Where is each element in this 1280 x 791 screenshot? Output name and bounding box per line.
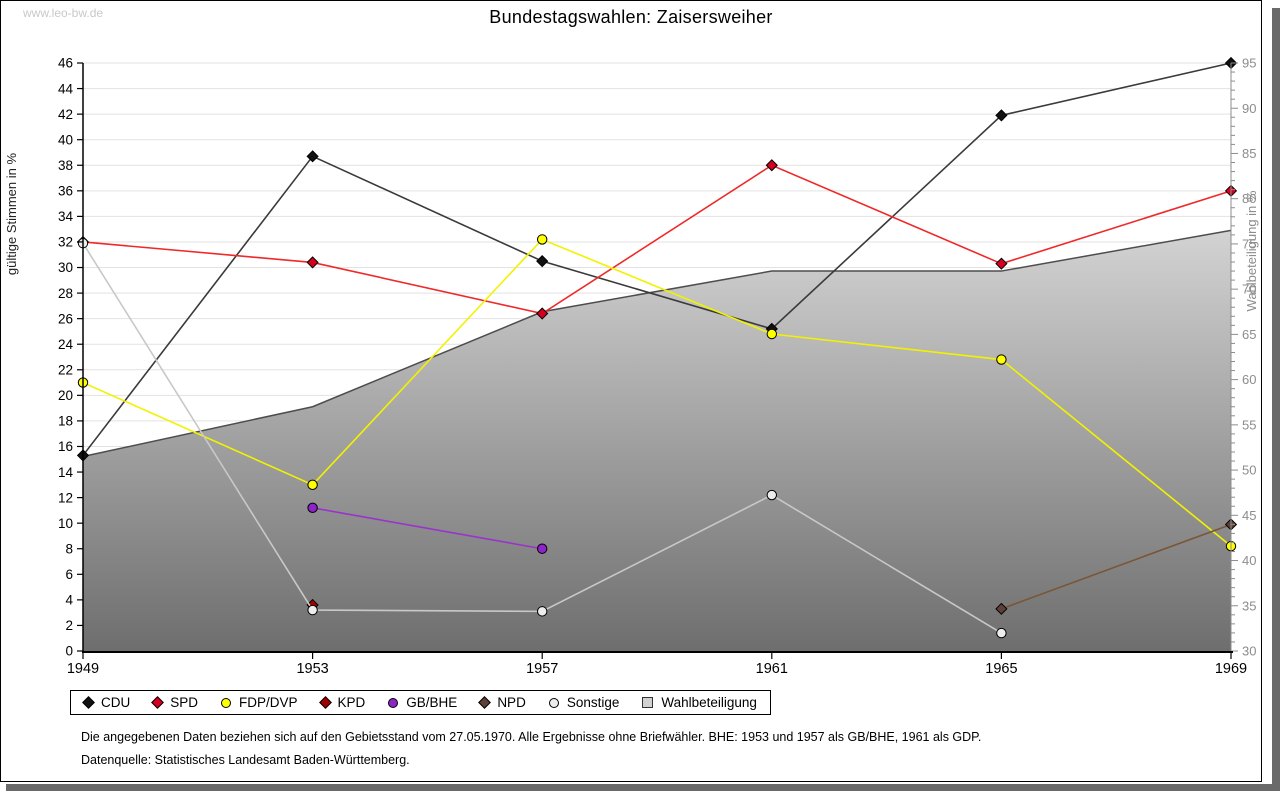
watermark: www.leo-bw.de [23,6,104,20]
legend-item-cdu: CDU [82,695,131,710]
svg-text:55: 55 [1242,417,1256,432]
circle-marker-icon [548,697,559,708]
svg-text:6: 6 [65,567,73,582]
chart-plot: 0246810121416182022242628303234363840424… [4,56,1259,677]
svg-text:85: 85 [1242,146,1256,161]
svg-text:1969: 1969 [1215,661,1247,677]
legend-item-kpd: KPD [318,695,366,710]
legend-label: CDU [101,695,131,710]
diamond-marker-icon [82,696,95,709]
circle-marker-icon [221,697,232,708]
svg-text:1953: 1953 [296,661,328,677]
footnote-gebietsstand: Die angegebenen Daten beziehen sich auf … [81,730,982,744]
svg-text:90: 90 [1242,101,1256,116]
svg-text:46: 46 [58,56,73,71]
svg-text:12: 12 [58,490,73,505]
svg-text:30: 30 [1242,644,1256,659]
svg-text:1949: 1949 [67,661,99,677]
series-cdu [76,56,1238,462]
svg-text:4: 4 [65,593,73,608]
series-gb-bhe [307,502,548,554]
legend-item-sonstige: Sonstige [548,695,620,710]
svg-text:16: 16 [58,439,73,454]
legend-label: KPD [337,695,366,710]
svg-text:60: 60 [1242,372,1256,387]
diamond-marker-icon [151,696,165,709]
legend-item-wahlbeteiligung: Wahlbeteiligung [642,695,757,710]
svg-text:10: 10 [58,516,73,531]
y-axis-right: 30 35 40 45 50 55 60 65 70 75 80 85 90 95 Wahlbeteilig… [1230,56,1259,659]
turnout-area [82,229,1232,651]
legend-item-npd: NPD [478,695,526,710]
diamond-marker-icon [318,696,332,709]
legend-label: NPD [497,695,526,710]
svg-text:38: 38 [58,158,73,173]
chart-frame: www.leo-bw.de Bundestagswahlen: Zaisersw… [0,0,1262,782]
svg-text:95: 95 [1242,56,1256,71]
footnote-datenquelle: Datenquelle: Statistisches Landesamt Bad… [81,753,410,767]
frame-shadow-bottom-icon [6,784,1280,791]
series-fdp-dvp [77,234,1237,552]
svg-text:22: 22 [58,363,73,378]
svg-text:1957: 1957 [526,661,558,677]
svg-text:34: 34 [58,209,74,224]
diamond-marker-icon [478,696,492,709]
svg-text:1965: 1965 [985,661,1017,677]
svg-text:45: 45 [1242,508,1256,523]
legend-item-spd: SPD [151,695,199,710]
x-axis: 1949 1953 1957 1961 1965 1969 [67,651,1247,677]
svg-text:40: 40 [58,132,73,147]
circle-marker-icon [388,697,399,708]
svg-text:2: 2 [65,618,73,633]
svg-text:8: 8 [65,541,73,556]
series-sonstige [77,238,1007,639]
frame-shadow-right-icon [1272,8,1280,784]
legend-item-gb-bhe: GB/BHE [388,695,457,710]
svg-text:40: 40 [1242,553,1256,568]
svg-text:36: 36 [58,184,73,199]
svg-text:1961: 1961 [756,661,788,677]
svg-text:18: 18 [58,414,73,429]
svg-text:14: 14 [58,465,74,480]
chart-title: Bundestagswahlen: Zaisersweiher [489,7,773,27]
legend-label: Wahlbeteiligung [661,695,757,710]
svg-text:20: 20 [58,388,73,403]
svg-text:35: 35 [1242,598,1256,613]
svg-text:70: 70 [1242,282,1256,297]
legend-label: SPD [170,695,199,710]
svg-text:gültige Stimmen in %: gültige Stimmen in % [4,153,19,276]
svg-text:26: 26 [58,311,73,326]
svg-text:32: 32 [58,235,73,250]
legend-label: GB/BHE [406,695,458,710]
svg-text:30: 30 [58,260,73,275]
square-marker-icon [642,697,654,708]
y-axis-left: 0246810121416182022242628303234363840424… [4,56,84,659]
svg-text:75: 75 [1242,236,1256,251]
svg-text:80: 80 [1242,191,1256,206]
svg-text:65: 65 [1242,327,1256,342]
svg-text:42: 42 [58,107,73,122]
svg-text:28: 28 [58,286,73,301]
svg-text:44: 44 [58,81,74,96]
svg-text:Wahlbeteiligung in %: Wahlbeteiligung in % [1244,190,1259,311]
svg-text:50: 50 [1242,463,1256,478]
legend-label: Sonstige [566,695,620,710]
svg-text:0: 0 [65,644,73,659]
legend-label: FDP/DVP [239,695,298,710]
legend: CDU SPD FDP/DVP KPD GB/BHE NPD Sonstige Wahlbet… [70,690,771,715]
svg-text:24: 24 [58,337,74,352]
legend-item-fdp-dvp: FDP/DVP [221,695,298,710]
